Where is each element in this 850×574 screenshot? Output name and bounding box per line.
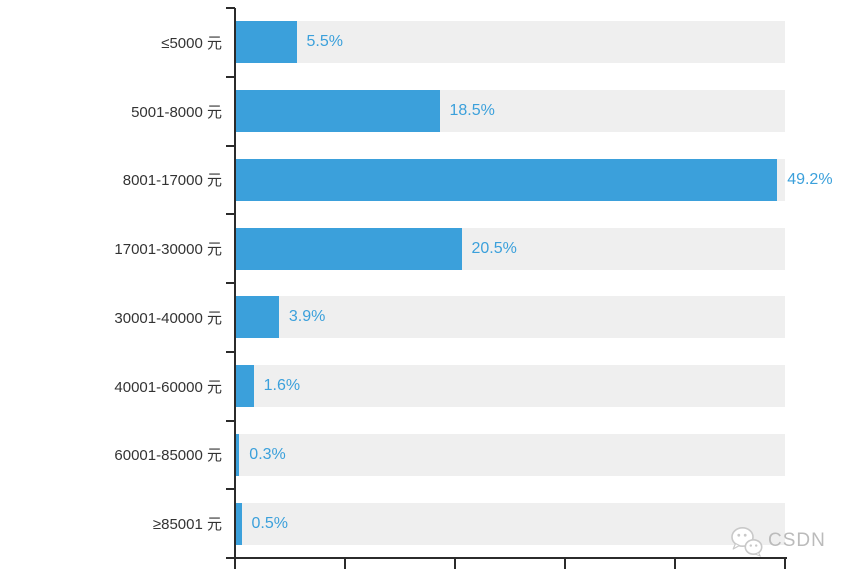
category-label: ≥85001 元 bbox=[152, 516, 222, 534]
bar bbox=[236, 296, 279, 339]
value-label: 3.9% bbox=[288, 308, 326, 326]
x-axis-tick bbox=[674, 559, 676, 569]
y-axis-tick bbox=[226, 419, 235, 422]
y-axis-tick bbox=[226, 7, 235, 9]
bar bbox=[236, 90, 440, 133]
value-label: 0.5% bbox=[251, 514, 288, 532]
bar bbox=[236, 227, 462, 270]
category-label: 5001-8000 元 bbox=[131, 103, 222, 121]
category-label: ≤5000 元 bbox=[161, 34, 222, 52]
wechat-bubbles-icon bbox=[731, 526, 763, 557]
y-axis-tick bbox=[226, 488, 235, 491]
x-axis-tick bbox=[564, 559, 566, 569]
watermark-text: CSDN bbox=[768, 530, 826, 551]
bar-row: ≤5000 元 5.5% bbox=[0, 8, 850, 77]
bar-row: 60001-85000 元 0.3% bbox=[0, 421, 850, 490]
bar-track bbox=[236, 227, 785, 270]
bar-row: 17001-30000 元 20.5% bbox=[0, 214, 850, 283]
bar-track bbox=[236, 502, 785, 545]
category-label: 30001-40000 元 bbox=[114, 309, 222, 327]
bar-row: 5001-8000 元 18.5% bbox=[0, 77, 850, 146]
bar-track bbox=[236, 296, 785, 339]
y-axis-tick bbox=[226, 557, 235, 559]
x-axis-tick bbox=[344, 559, 346, 569]
x-axis-line bbox=[234, 557, 787, 559]
watermark: CSDN bbox=[730, 524, 840, 558]
category-label: 8001-17000 元 bbox=[122, 172, 222, 190]
y-axis-tick bbox=[226, 213, 235, 216]
bar-row: 8001-17000 元 49.2% bbox=[0, 146, 850, 215]
bar-track bbox=[236, 365, 785, 408]
x-axis-tick bbox=[454, 559, 456, 569]
bar-track bbox=[236, 21, 785, 64]
value-label: 0.3% bbox=[249, 445, 286, 463]
x-axis-tick bbox=[234, 559, 236, 569]
bar-row: 30001-40000 元 3.9% bbox=[0, 283, 850, 352]
y-axis-line bbox=[234, 8, 236, 559]
bar-track bbox=[236, 90, 785, 133]
bar bbox=[236, 158, 778, 201]
bar bbox=[236, 433, 240, 476]
category-label: 40001-60000 元 bbox=[114, 378, 222, 396]
x-axis-tick bbox=[784, 559, 786, 569]
value-label: 20.5% bbox=[471, 239, 517, 257]
value-label: 1.6% bbox=[263, 377, 301, 395]
value-label: 5.5% bbox=[306, 33, 343, 51]
bar-track bbox=[236, 433, 785, 476]
bar bbox=[236, 21, 297, 64]
y-axis-tick bbox=[226, 75, 235, 78]
value-label: 49.2% bbox=[787, 170, 833, 188]
value-label: 18.5% bbox=[449, 102, 495, 120]
y-axis-tick bbox=[226, 144, 235, 147]
category-label: 17001-30000 元 bbox=[114, 241, 222, 259]
bar bbox=[236, 502, 242, 545]
bar-track bbox=[236, 158, 785, 201]
bar-row: 40001-60000 元 1.6% bbox=[0, 352, 850, 421]
y-axis-tick bbox=[226, 282, 235, 284]
bar bbox=[236, 365, 254, 408]
y-axis-tick bbox=[226, 350, 235, 353]
bar-row: ≥85001 元 0.5% bbox=[0, 489, 850, 558]
category-label: 60001-85000 元 bbox=[114, 447, 222, 465]
